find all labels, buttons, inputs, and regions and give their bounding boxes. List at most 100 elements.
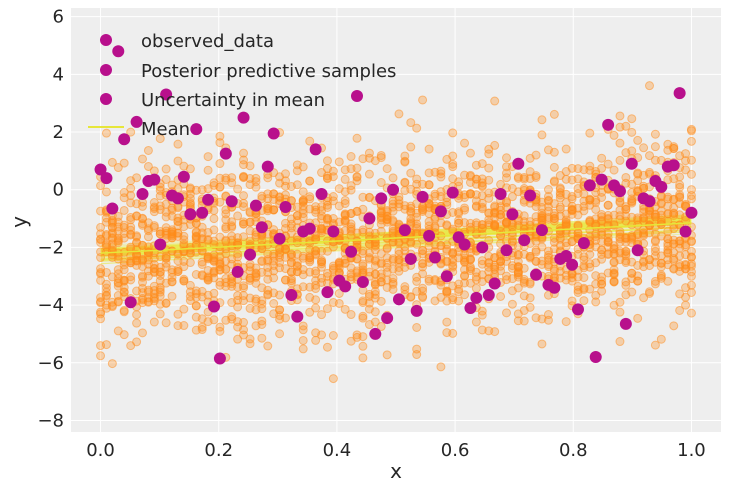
posterior-sample-point (275, 290, 285, 300)
observed-data-point (387, 183, 400, 196)
posterior-sample-point (686, 169, 696, 179)
observed-data-point (255, 221, 268, 234)
posterior-sample-point (650, 246, 660, 256)
posterior-sample-point (448, 257, 458, 267)
posterior-sample-point (352, 254, 362, 264)
posterior-sample-point (597, 276, 607, 286)
posterior-sample-point (358, 154, 368, 164)
posterior-sample-point (669, 144, 679, 154)
posterior-sample-point (298, 335, 308, 345)
posterior-sample-point (161, 175, 171, 185)
posterior-sample-point (418, 283, 428, 293)
observed-data-point (589, 351, 602, 364)
posterior-sample-point (346, 181, 356, 191)
posterior-sample-point (281, 313, 290, 323)
posterior-sample-point (298, 187, 308, 197)
posterior-sample-point (358, 353, 368, 363)
posterior-sample-point (298, 196, 308, 206)
observed-data-point (512, 157, 525, 170)
observed-data-point (303, 222, 316, 235)
observed-data-point (171, 192, 184, 205)
posterior-sample-point (543, 185, 553, 195)
posterior-sample-point (519, 211, 529, 221)
posterior-sample-point (686, 124, 696, 134)
posterior-sample-point (161, 318, 171, 328)
observed-data-point (631, 244, 644, 257)
posterior-sample-point (101, 128, 111, 138)
posterior-sample-point (358, 192, 368, 202)
legend-mean-label: Mean (141, 119, 190, 140)
posterior-sample-point (281, 169, 290, 179)
posterior-sample-point (460, 271, 470, 281)
posterior-sample-point (525, 293, 535, 303)
y-tick-label: 4 (53, 64, 64, 85)
observed-data-point (231, 265, 244, 278)
posterior-sample-point (239, 202, 249, 212)
posterior-sample-point (627, 287, 637, 297)
posterior-sample-point (406, 118, 416, 128)
posterior-sample-point (107, 157, 117, 167)
posterior-sample-point (245, 334, 255, 344)
observed-data-point (535, 224, 548, 237)
observed-data-point (494, 188, 507, 201)
posterior-sample-point (585, 128, 595, 138)
posterior-sample-point (132, 232, 142, 242)
posterior-sample-point (155, 267, 165, 277)
posterior-sample-point (370, 240, 380, 250)
posterior-sample-point (322, 156, 332, 166)
posterior-sample-point (119, 193, 129, 203)
posterior-sample-point (197, 322, 207, 332)
posterior-sample-point (549, 109, 559, 119)
posterior-sample-point (155, 285, 165, 295)
observed-data-point (488, 277, 501, 290)
posterior-sample-point (311, 295, 321, 305)
posterior-sample-point (686, 267, 696, 277)
posterior-sample-point (370, 317, 380, 327)
posterior-sample-point (101, 340, 111, 350)
observed-data-point (118, 133, 131, 146)
plot-background (71, 8, 721, 432)
posterior-sample-point (603, 159, 613, 169)
posterior-sample-point (126, 190, 136, 200)
posterior-sample-point (197, 325, 207, 335)
posterior-sample-point (448, 261, 458, 271)
posterior-sample-point (239, 191, 249, 201)
posterior-sample-point (334, 288, 344, 298)
posterior-sample-point (615, 155, 625, 165)
observed-data-point (476, 241, 489, 254)
posterior-sample-point (209, 206, 219, 216)
posterior-sample-point (388, 277, 398, 287)
posterior-sample-point (627, 146, 637, 156)
posterior-sample-point (507, 299, 517, 309)
posterior-sample-point (627, 114, 637, 124)
posterior-sample-point (376, 226, 386, 236)
posterior-sample-point (460, 203, 470, 213)
observed-data-point (208, 300, 220, 313)
posterior-sample-point (281, 244, 290, 254)
posterior-sample-point (477, 159, 487, 169)
posterior-sample-point (292, 180, 302, 190)
posterior-sample-point (311, 303, 321, 313)
posterior-sample-point (269, 273, 279, 283)
posterior-sample-point (382, 164, 392, 174)
posterior-sample-point (442, 286, 452, 296)
posterior-sample-point (615, 111, 625, 121)
observed-data-point (458, 238, 471, 251)
posterior-sample-point (221, 264, 231, 274)
posterior-sample-point (686, 236, 696, 246)
posterior-sample-point (400, 282, 410, 292)
observed-data-point (643, 195, 656, 208)
posterior-sample-point (311, 269, 321, 279)
posterior-sample-point (126, 275, 136, 285)
posterior-sample-point (334, 157, 344, 167)
posterior-sample-point (173, 139, 183, 149)
posterior-sample-point (126, 272, 136, 282)
x-tick-label: 0.6 (441, 440, 470, 461)
legend-posterior-label: Posterior predictive samples (141, 61, 396, 82)
posterior-sample-point (418, 258, 428, 268)
posterior-sample-point (597, 215, 607, 225)
posterior-sample-point (251, 177, 261, 187)
posterior-sample-point (442, 220, 452, 230)
posterior-sample-point (370, 237, 380, 247)
posterior-sample-point (675, 172, 685, 182)
